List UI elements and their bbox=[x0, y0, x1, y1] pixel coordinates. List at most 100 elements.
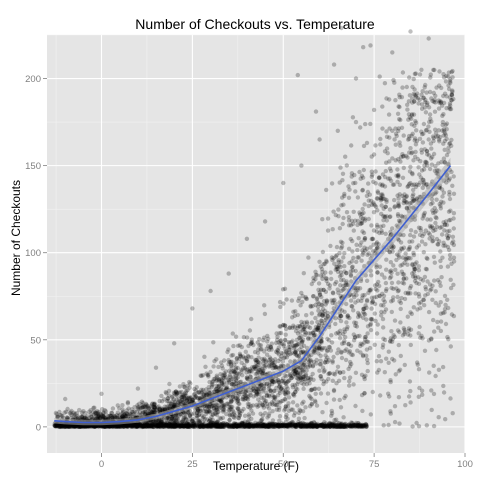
data-point bbox=[140, 423, 145, 429]
data-point bbox=[424, 423, 429, 428]
data-point bbox=[414, 280, 419, 286]
data-point bbox=[308, 424, 313, 429]
data-point bbox=[144, 423, 149, 428]
data-point bbox=[407, 115, 412, 120]
data-point bbox=[331, 371, 336, 376]
data-point bbox=[221, 424, 226, 429]
data-point bbox=[451, 242, 457, 248]
data-point bbox=[208, 424, 213, 429]
data-point bbox=[368, 321, 373, 326]
data-point bbox=[342, 338, 347, 343]
data-point bbox=[286, 422, 291, 428]
data-point bbox=[364, 423, 369, 429]
data-point bbox=[115, 403, 121, 408]
data-point bbox=[197, 422, 202, 427]
data-point bbox=[181, 395, 186, 400]
data-point bbox=[285, 422, 290, 427]
data-point bbox=[205, 423, 210, 429]
data-point bbox=[307, 422, 313, 427]
data-point bbox=[311, 377, 316, 382]
data-point bbox=[116, 424, 121, 429]
data-point bbox=[439, 275, 444, 280]
data-point bbox=[294, 375, 299, 381]
data-point bbox=[328, 424, 334, 429]
data-point bbox=[339, 355, 345, 361]
data-point bbox=[304, 423, 309, 428]
data-point bbox=[69, 424, 75, 429]
data-point bbox=[225, 423, 230, 428]
data-point bbox=[298, 423, 303, 429]
data-point bbox=[292, 393, 297, 398]
data-point bbox=[243, 424, 248, 429]
data-point bbox=[336, 378, 342, 383]
data-point bbox=[360, 423, 365, 429]
data-point bbox=[333, 424, 339, 429]
data-point bbox=[165, 415, 170, 421]
data-point bbox=[360, 422, 365, 427]
data-point bbox=[350, 249, 355, 254]
data-point bbox=[77, 424, 82, 429]
data-point bbox=[350, 422, 355, 428]
data-point bbox=[380, 342, 386, 347]
data-point bbox=[135, 423, 140, 428]
data-point bbox=[64, 423, 70, 428]
data-point bbox=[435, 277, 441, 283]
data-point bbox=[412, 71, 418, 77]
data-point bbox=[203, 424, 208, 429]
data-point bbox=[441, 390, 447, 395]
data-point bbox=[312, 423, 318, 428]
data-point bbox=[353, 423, 358, 428]
data-point bbox=[231, 424, 237, 429]
data-point bbox=[288, 422, 294, 428]
data-point bbox=[310, 424, 315, 429]
data-point bbox=[231, 424, 236, 429]
data-point bbox=[281, 351, 286, 356]
data-point bbox=[177, 424, 182, 429]
data-point bbox=[52, 423, 58, 428]
data-point bbox=[282, 423, 287, 428]
data-point bbox=[57, 423, 62, 428]
data-point bbox=[66, 424, 71, 429]
data-point bbox=[306, 255, 311, 260]
data-point bbox=[191, 424, 196, 429]
data-point bbox=[216, 423, 221, 429]
data-point bbox=[269, 422, 275, 427]
data-point bbox=[311, 423, 317, 428]
data-point bbox=[247, 424, 252, 429]
data-point bbox=[141, 424, 147, 429]
data-point bbox=[208, 424, 213, 429]
data-point bbox=[181, 415, 186, 421]
data-point bbox=[227, 424, 232, 429]
data-point bbox=[339, 424, 345, 429]
data-point bbox=[272, 422, 277, 427]
data-point bbox=[200, 424, 205, 429]
data-point bbox=[178, 423, 184, 429]
data-point bbox=[242, 423, 248, 429]
data-point bbox=[325, 424, 330, 429]
data-point bbox=[293, 424, 298, 430]
data-point bbox=[378, 136, 383, 142]
data-point bbox=[278, 422, 283, 427]
data-point bbox=[240, 422, 245, 427]
data-point bbox=[219, 424, 224, 429]
data-point bbox=[439, 224, 444, 230]
data-point bbox=[200, 424, 205, 429]
data-point bbox=[400, 262, 405, 267]
data-point bbox=[314, 347, 320, 352]
data-point bbox=[77, 407, 82, 413]
data-point bbox=[349, 259, 354, 264]
data-point bbox=[315, 421, 320, 427]
data-point bbox=[337, 421, 342, 426]
data-point bbox=[304, 424, 309, 429]
data-point bbox=[411, 305, 416, 310]
data-point bbox=[210, 423, 215, 428]
data-point bbox=[334, 424, 339, 429]
data-point bbox=[250, 386, 256, 392]
data-point bbox=[67, 424, 73, 429]
data-point bbox=[56, 424, 61, 429]
data-point bbox=[201, 414, 206, 419]
data-point bbox=[91, 424, 97, 429]
data-point bbox=[151, 424, 156, 430]
data-point bbox=[317, 259, 322, 264]
data-point bbox=[393, 372, 398, 377]
